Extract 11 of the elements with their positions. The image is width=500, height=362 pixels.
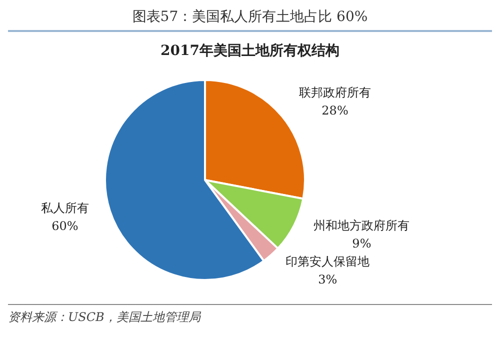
data-label: 3%: [318, 272, 338, 287]
slice-label: 州和地方政府所有: [314, 218, 410, 233]
slice-label: 私人所有: [40, 200, 89, 215]
slice-label: 印第安人保留地: [286, 254, 370, 269]
data-label: 9%: [352, 236, 372, 251]
chart-subtitle: 2017年美国土地所有权结构: [160, 42, 340, 60]
data-label: 28%: [322, 103, 348, 118]
slice-label: 联邦政府所有: [299, 85, 372, 100]
text: 资料来源：USCB，美国土地管理局: [8, 309, 202, 326]
data-label: 60%: [52, 218, 78, 233]
chart-title: 图表57：美国私人所有土地占比 60%: [8, 8, 492, 32]
